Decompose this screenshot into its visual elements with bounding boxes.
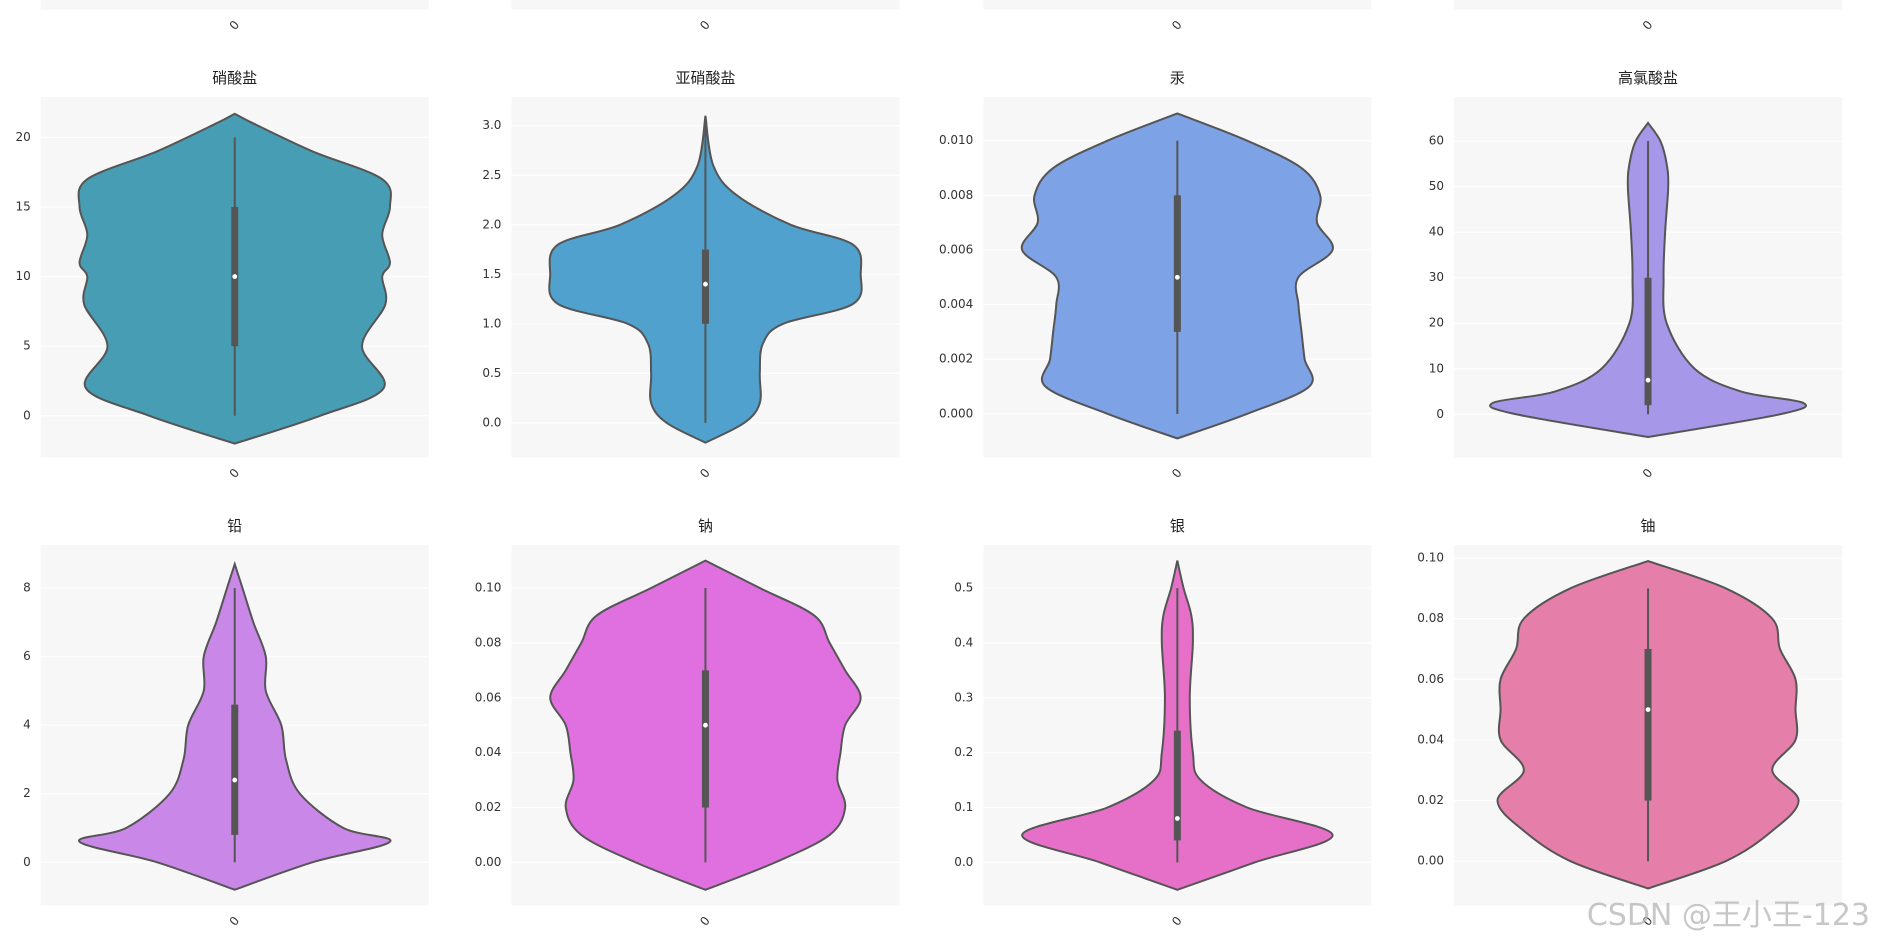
plot-area [983,0,1372,10]
y-tick-label: 0.08 [475,635,502,649]
x-tick-label: 0 [227,914,243,929]
x-tick-label: 0 [697,466,713,481]
chart-title: 铅 [227,517,242,535]
y-tick-label: 6 [23,649,31,663]
y-tick-label: 30 [1429,270,1444,284]
chart-title: 亚硝酸盐 [675,69,735,87]
y-tick-label: 8 [23,581,31,595]
y-tick-label: 0.04 [475,745,502,759]
y-tick-label: 0.1 [954,800,973,814]
median [1645,707,1651,712]
y-tick-label: 10 [15,269,30,283]
y-tick-label: 0.5 [482,366,501,380]
y-tick-label: 0.04 [1417,732,1444,746]
chart-title: 钠 [698,517,713,535]
box [1173,730,1181,841]
y-tick-label: 5 [23,339,31,353]
y-tick-label: 0 [23,855,31,869]
y-tick-label: 0.4 [954,635,973,649]
y-tick-label: 0.0 [482,415,501,429]
median [703,281,708,287]
y-tick-label: 10 [1429,361,1444,375]
chart-title: 高氯酸盐 [1618,69,1678,87]
y-tick-label: 1.5 [482,267,501,281]
y-tick-label: 0.010 [939,133,973,147]
x-tick-label: 0 [1169,914,1185,929]
y-tick-label: 20 [1429,316,1444,330]
y-tick-label: 0.00 [475,855,502,869]
chart-title: 汞 [1170,69,1185,87]
y-tick-label: 20 [15,130,30,144]
y-tick-label: 0 [23,408,31,422]
box [1644,277,1652,406]
y-tick-label: 0.02 [475,800,502,814]
box [231,704,239,835]
chart-title: 铀 [1641,517,1656,535]
median [1645,377,1651,383]
y-tick-label: 0.02 [1417,793,1444,807]
chart-title: 银 [1170,517,1185,535]
y-tick-label: 2.5 [482,168,501,182]
y-tick-label: 0.06 [1417,672,1444,686]
y-tick-label: 0.002 [939,352,973,366]
x-tick-label: 0 [1169,18,1185,33]
y-tick-label: 0.008 [939,188,973,202]
watermark: CSDN @王小王-123 [1587,898,1870,933]
box [1173,195,1181,332]
y-tick-label: 0.06 [475,690,502,704]
x-tick-label: 0 [697,914,713,929]
median [232,274,238,279]
y-tick-label: 0.5 [954,581,973,595]
x-tick-label: 0 [227,466,243,481]
x-tick-label: 0 [1640,18,1656,33]
y-tick-label: 0.00 [1417,854,1444,868]
box [701,670,709,808]
y-tick-label: 1.0 [482,316,501,330]
y-tick-label: 4 [23,718,31,732]
plot-area [40,0,429,10]
y-tick-label: 0.08 [1417,611,1444,625]
y-tick-label: 0.0 [954,855,973,869]
y-tick-label: 0.10 [475,581,502,595]
y-tick-label: 40 [1429,225,1444,239]
y-tick-label: 0.006 [939,242,973,256]
x-tick-label: 0 [227,18,243,33]
median [1174,816,1180,821]
y-tick-label: 60 [1429,134,1444,148]
y-tick-label: 0.004 [939,297,973,311]
box [1644,648,1652,801]
y-tick-label: 0.2 [954,745,973,759]
x-tick-label: 0 [1169,466,1185,481]
y-tick-label: 0.000 [939,406,973,420]
y-tick-label: 50 [1429,179,1444,193]
plot-area [511,0,900,10]
y-tick-label: 15 [15,199,30,213]
x-tick-label: 0 [697,18,713,33]
x-tick-label: 0 [1640,466,1656,481]
y-tick-label: 2 [23,786,31,800]
y-tick-label: 0.3 [954,690,973,704]
median [232,777,238,783]
plot-area [1454,0,1843,10]
box [701,249,709,324]
chart-title: 硝酸盐 [212,69,257,87]
y-tick-label: 0.10 [1417,550,1444,564]
y-tick-label: 3.0 [482,118,501,132]
median [1174,274,1180,280]
median [703,722,708,728]
y-tick-label: 2.0 [482,217,501,231]
y-tick-label: 0 [1436,407,1444,421]
